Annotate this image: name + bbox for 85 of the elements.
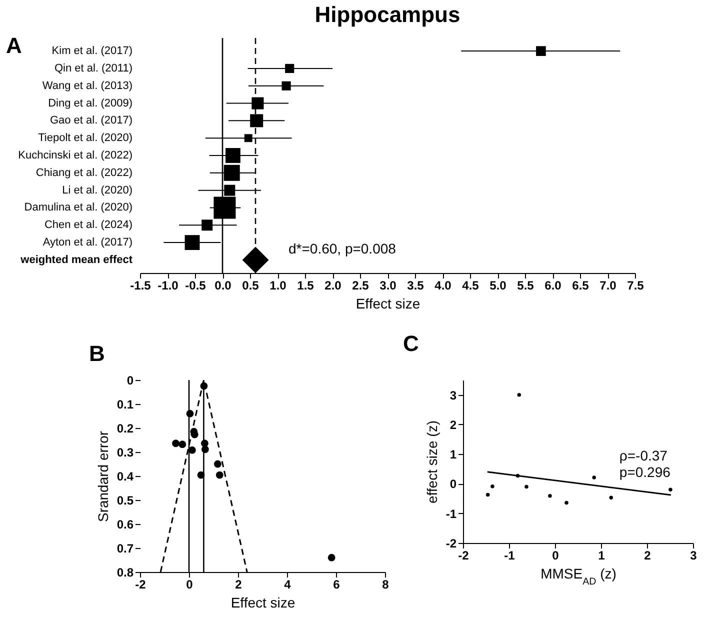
x-tick-label: -0.5 <box>185 278 206 292</box>
y-tick-label: 0 <box>126 374 134 388</box>
y-tick-label: 0.8 <box>116 566 134 580</box>
point <box>668 488 672 492</box>
x-tick-label: 4 <box>284 578 292 592</box>
x-axis-title: MMSE$_{AD}$ (z) <box>540 566 616 587</box>
x-tick-label: 2 <box>644 548 652 562</box>
x-tick-label: 5.5 <box>517 278 534 292</box>
point <box>214 460 222 468</box>
y-tick-label: -2 <box>446 536 457 550</box>
y-tick-label: 0.4 <box>116 470 134 484</box>
point <box>609 496 613 500</box>
point <box>490 484 494 488</box>
point <box>178 440 186 448</box>
y-tick-label: 0.3 <box>116 446 134 460</box>
text: C <box>403 331 419 356</box>
text: A <box>6 33 22 58</box>
chart-title: Hippocampus <box>314 2 460 27</box>
x-tick-label: 3.5 <box>407 278 424 292</box>
y-tick-label: 1 <box>450 448 457 462</box>
x-tick-label: 3 <box>690 548 698 562</box>
y-tick-label: 0 <box>450 477 457 492</box>
x-tick-label: 1.0 <box>270 278 287 292</box>
y-tick-label: Wang et al. (2013) <box>42 80 132 92</box>
point <box>524 484 528 489</box>
y-tick-label: -1 <box>446 506 457 521</box>
x-tick-label: 0 <box>552 548 560 562</box>
x-tick-label: -1.0 <box>158 278 179 292</box>
x-axis-title: Effect size <box>230 594 296 610</box>
x-tick-label: 3.0 <box>380 278 397 292</box>
x-tick-label: 0.0 <box>214 278 232 292</box>
x-tick-label: 2.5 <box>352 278 370 292</box>
x-tick-label: 1 <box>598 548 606 562</box>
y-tick-label: Kuchcinski et al. (2022) <box>18 150 132 162</box>
y-tick-label: Chen et al. (2024) <box>44 219 132 232</box>
y-tick-label: Tiepolt et al. (2020) <box>38 132 132 144</box>
point <box>216 471 224 479</box>
x-tick-label: 2.0 <box>324 278 342 292</box>
y-tick-label: 0.6 <box>116 518 134 532</box>
x-tick-label: -2 <box>458 548 470 562</box>
x-tick-label: 8 <box>382 578 390 592</box>
annotation: p=0.296 <box>619 464 671 480</box>
x-tick-label: 5.0 <box>490 278 507 292</box>
point <box>564 500 568 505</box>
y-tick-label: 2 <box>450 418 457 432</box>
point <box>548 494 552 498</box>
x-tick-label: 6.5 <box>572 278 590 292</box>
y-tick-label: Li et al. (2020) <box>62 184 132 196</box>
y-tick-label: Kim et al. (2017) <box>52 45 132 58</box>
y-tick-label: 0.5 <box>116 494 134 508</box>
y-axis-title: effect size (z) <box>424 420 440 504</box>
point <box>517 392 521 397</box>
x-tick-label: -2 <box>135 578 146 592</box>
y-tick-label: Ding et al. (2009) <box>48 97 132 110</box>
x-tick-label: 4.5 <box>462 278 480 292</box>
y-axis-title: Srandard error <box>94 430 111 522</box>
x-tick-label: 6 <box>333 578 340 592</box>
text: B <box>89 341 105 366</box>
y-tick-label: Ayton et al. (2017) <box>42 236 132 249</box>
x-tick-label: 4.0 <box>434 278 452 292</box>
x-tick-label: 2 <box>235 578 242 592</box>
x-tick-label: 1.5 <box>297 278 314 292</box>
y-tick-label: weighted mean effect <box>20 254 133 266</box>
x-tick-label: -1.5 <box>130 278 152 292</box>
point <box>172 440 180 448</box>
x-tick-label: 6.0 <box>544 278 562 292</box>
point <box>328 554 336 562</box>
x-tick-label: 0.5 <box>242 278 260 292</box>
y-tick-label: Damulina et al. (2020) <box>24 202 132 214</box>
y-tick-label: Chiang et al. (2022) <box>36 166 132 179</box>
x-tick-label: -1 <box>504 548 516 562</box>
y-tick-label: 0.2 <box>116 422 134 436</box>
point <box>486 492 490 497</box>
annotation: ρ=-0.37 <box>619 448 668 464</box>
x-tick-label: 0 <box>186 578 194 592</box>
y-tick-label: Gao et al. (2017) <box>50 114 132 127</box>
point <box>592 476 596 480</box>
y-tick-label: Qin et al. (2011) <box>54 62 132 74</box>
y-tick-label: 0.1 <box>116 398 134 412</box>
x-tick-label: 7.0 <box>600 278 617 292</box>
y-tick-label: 0.7 <box>116 542 134 556</box>
annotation: d*=0.60, p=0.008 <box>288 240 396 256</box>
x-axis-title: Effect size <box>356 296 420 312</box>
x-tick-label: 7.5 <box>627 278 644 292</box>
y-tick-label: 3 <box>450 388 457 402</box>
